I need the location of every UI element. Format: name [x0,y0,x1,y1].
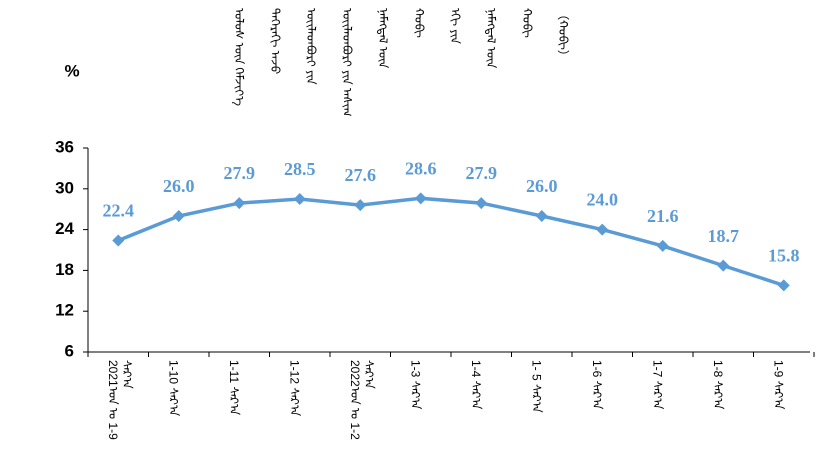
y-tick-label: 30 [55,178,74,197]
y-tick-label: 24 [55,219,74,238]
data-label: 18.7 [708,226,740,246]
title-line: ᠤᠯᠤᠰ ᠦᠨ ᠬᠡᠮᠵᠢᠶ᠎ᠡ [232,8,246,106]
data-marker [596,223,609,236]
x-tick-label: 1-8 ᠰᠠᠷ᠎ᠠ [711,360,725,410]
y-tick-label: 12 [55,301,74,320]
data-marker [475,197,488,210]
data-label: 24.0 [587,190,619,210]
y-tick-label: 6 [65,341,74,360]
title-line: ᠨᠡᠮᠡᠭᠳᠡᠯ ᠦᠨ [484,8,498,69]
title-line: ᠬᠤᠪᠢ [520,8,534,38]
x-tick-label: 1-6 ᠰᠠᠷ᠎ᠠ [590,360,604,410]
title-line: ᠳᠡᠭᠡᠷᠡᠬᠢ ᠠᠵᠤ [268,8,282,75]
title-line: ᠨᠡᠮᠡᠭᠳᠡᠯ ᠦᠨ [376,8,390,69]
x-tick-label: 1- 5 ᠰᠠᠷ᠎ᠠ [529,360,544,413]
data-marker [112,234,125,247]
data-label: 21.6 [647,206,679,226]
data-marker [535,210,548,222]
title-line: ᠬᠤᠪᠢ [412,8,426,38]
y-tick-label: 18 [55,260,74,279]
data-label: 15.8 [768,245,800,265]
data-marker [414,192,427,205]
x-tick-label: 1-7 ᠰᠠᠷ᠎ᠠ [650,360,665,410]
title-line: ᠦᠢᠯᠡᠳᠪᠦᠷᠢ ᠶᠢᠨ ᠠᠰᠢᠭ [340,8,354,117]
x-tick-label: 1-10 ᠰᠠᠷ᠎ᠠ [166,360,181,417]
x-tick-label: 1-3 ᠰᠠᠷ᠎ᠠ [408,360,423,410]
title-line: ᠡᠬᠢ ᠶᠢᠨ [448,8,462,44]
x-tick-label: 1-12 ᠰᠠᠷ᠎ᠠ [287,360,302,417]
y-tick-label: 36 [55,137,74,156]
data-marker [656,239,669,252]
data-line [117,196,785,288]
x-tick-label: 2022ᠣᠨ ᠤ 1-2 ᠰᠠᠷ᠎ᠠ [348,360,376,440]
y-unit: % [64,61,79,80]
data-label: 28.6 [405,158,437,178]
data-marker [172,210,185,222]
title-line: ᠦᠢᠯᠡᠳᠪᠦᠷᠢ ᠶᠢᠨ [304,8,318,85]
x-tick-label: 1-9 ᠰᠠᠷ᠎ᠠ [771,360,786,410]
data-label: 26.0 [526,176,558,196]
data-label: 27.6 [345,165,377,185]
x-tick-label: 2021ᠣᠨ ᠤ 1-9 ᠰᠠᠷ᠎ᠠ [106,360,134,440]
data-marker [233,197,246,210]
data-marker [717,259,730,272]
data-label: 28.5 [284,159,316,179]
title-line: （ᠬᠤᠪᠢ） [556,8,570,62]
data-label: 27.9 [224,163,256,183]
data-marker [293,193,306,205]
data-marker [777,279,790,292]
data-label: 26.0 [163,176,195,196]
data-label: 22.4 [103,201,135,221]
x-tick-label: 1-11 ᠰᠠᠷ᠎ᠠ [227,360,241,416]
x-tick-label: 1-4 ᠰᠠᠷ᠎ᠠ [469,360,483,410]
data-label: 27.9 [466,163,498,183]
data-marker [354,199,367,212]
